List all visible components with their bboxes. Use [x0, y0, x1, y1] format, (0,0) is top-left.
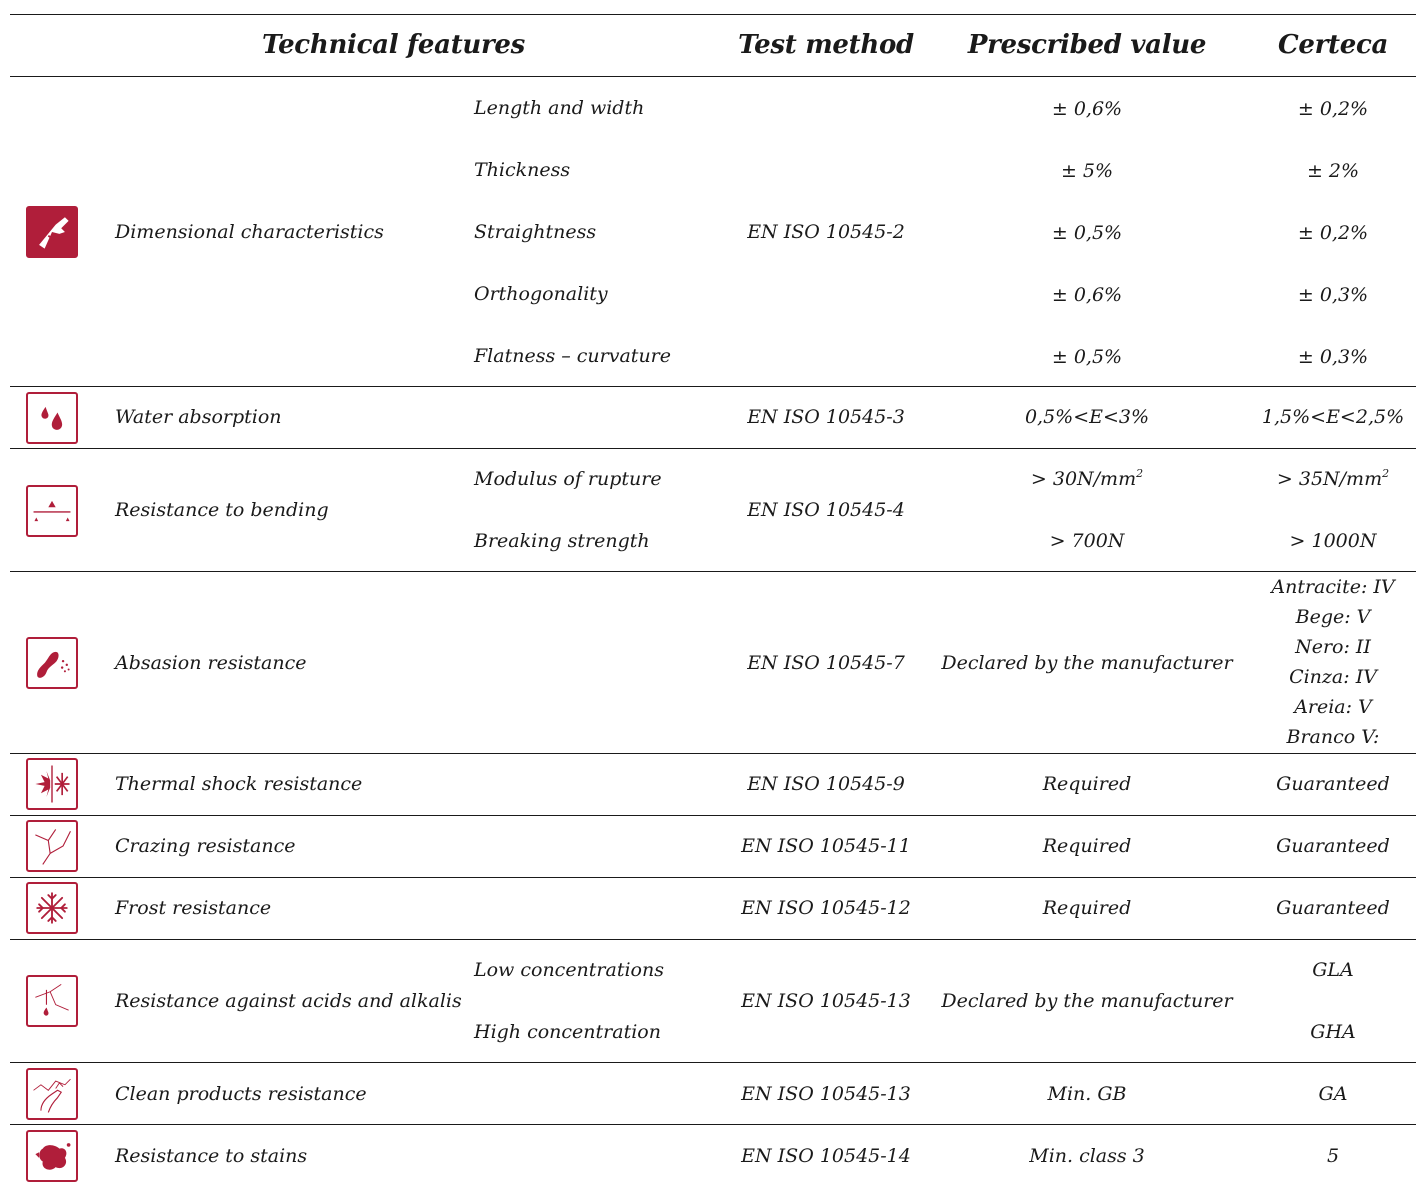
abrasion-class-line: Cinza: IV: [1289, 666, 1377, 688]
method-abrasion: EN ISO 10545-7: [747, 652, 905, 674]
certeca-value: Guaranteed: [1276, 897, 1390, 919]
table-rule: [10, 1062, 1416, 1063]
sub-low-concentrations: Low concentrations: [474, 959, 664, 981]
water-drops-icon: [26, 392, 78, 444]
certeca-value: GLA: [1312, 959, 1354, 981]
feature-acids-alkalis: Resistance against acids and alkalis: [115, 990, 462, 1012]
prescribed-text: > 30N/mm: [1030, 468, 1137, 490]
certeca-value: ± 0,2%: [1297, 222, 1369, 244]
prescribed-value: > 30N/mm2: [940, 467, 1234, 491]
abrasion-class-line: Bege: V: [1295, 606, 1371, 628]
feature-dimensional: Dimensional characteristics: [115, 221, 384, 243]
certeca-value: 5: [1326, 1145, 1340, 1167]
stain-icon: [26, 1130, 78, 1182]
certeca-value: GHA: [1310, 1021, 1356, 1043]
cleaning-product-icon: [26, 1068, 78, 1120]
feature-abrasion: Absasion resistance: [115, 652, 307, 674]
bending-icon: [26, 485, 78, 537]
sub-flatness: Flatness – curvature: [474, 345, 672, 367]
superscript: 2: [1382, 467, 1390, 480]
acid-drop-icon: [26, 975, 78, 1027]
prescribed-value: ± 0,6%: [1051, 98, 1123, 120]
method-clean-products: EN ISO 10545-13: [741, 1083, 911, 1105]
abrasion-class-line: Areia: V: [1294, 696, 1372, 718]
certeca-value: ± 2%: [1306, 160, 1360, 182]
table-rule: [10, 448, 1416, 449]
table-rule: [10, 753, 1416, 754]
method-frost: EN ISO 10545-12: [741, 897, 911, 919]
header-test-method: Test method: [738, 30, 914, 60]
certeca-abrasion-classes: Antracite: IV Bege: V Nero: II Cinza: IV…: [1256, 572, 1410, 752]
prescribed-value: Required: [1042, 897, 1132, 919]
prescribed-value: Required: [1042, 773, 1132, 795]
sub-length-width: Length and width: [474, 97, 645, 119]
sub-breaking-strength: Breaking strength: [474, 530, 650, 552]
abrasion-class-line: Antracite: IV: [1271, 576, 1395, 598]
table-rule: [10, 877, 1416, 878]
feature-bending: Resistance to bending: [115, 499, 329, 521]
superscript: 2: [1136, 467, 1144, 480]
certeca-value: > 35N/mm2: [1256, 467, 1410, 491]
feature-clean-products: Clean products resistance: [115, 1083, 367, 1105]
feature-water-absorption: Water absorption: [115, 406, 282, 428]
certeca-value: ± 0,3%: [1297, 284, 1369, 306]
prescribed-value: Declared by the manufacturer: [941, 990, 1233, 1012]
table-rule: [10, 14, 1416, 15]
crazing-crack-icon: [26, 820, 78, 872]
sub-orthogonality: Orthogonality: [474, 283, 608, 305]
certeca-value: ± 0,3%: [1297, 346, 1369, 368]
certeca-value: 1,5%<E<2,5%: [1261, 406, 1405, 428]
prescribed-value: ± 0,5%: [1051, 222, 1123, 244]
method-water-absorption: EN ISO 10545-3: [747, 406, 905, 428]
prescribed-value: ± 0,5%: [1051, 346, 1123, 368]
sub-high-concentration: High concentration: [474, 1021, 661, 1043]
header-prescribed-value: Prescribed value: [967, 30, 1207, 60]
feature-thermal-shock: Thermal shock resistance: [115, 773, 363, 795]
table-rule: [10, 386, 1416, 387]
method-stains: EN ISO 10545-14: [741, 1145, 911, 1167]
prescribed-value: Min. class 3: [1029, 1145, 1145, 1167]
table-rule: [10, 939, 1416, 940]
header-certeca: Certeca: [1277, 30, 1389, 60]
certeca-text: > 35N/mm: [1276, 468, 1383, 490]
method-dimensional: EN ISO 10545-2: [747, 221, 905, 243]
certeca-value: Guaranteed: [1276, 835, 1390, 857]
thermal-shock-icon: [26, 758, 78, 810]
table-rule: [10, 76, 1416, 77]
snowflake-icon: [26, 882, 78, 934]
prescribed-value: Min. GB: [1047, 1083, 1127, 1105]
abrasion-class-line: Branco V:: [1286, 726, 1380, 748]
sub-thickness: Thickness: [474, 159, 571, 181]
method-bending: EN ISO 10545-4: [747, 499, 905, 521]
abrasion-class-line: Nero: II: [1295, 636, 1371, 658]
prescribed-value: > 700N: [1049, 530, 1125, 552]
sub-modulus-rupture: Modulus of rupture: [474, 468, 662, 490]
method-crazing: EN ISO 10545-11: [741, 835, 911, 857]
feature-frost: Frost resistance: [115, 897, 272, 919]
table-rule: [10, 1124, 1416, 1125]
prescribed-value: Required: [1042, 835, 1132, 857]
prescribed-value: ± 5%: [1060, 160, 1114, 182]
method-thermal-shock: EN ISO 10545-9: [747, 773, 905, 795]
certeca-value: Guaranteed: [1276, 773, 1390, 795]
sub-straightness: Straightness: [474, 221, 597, 243]
feature-stains: Resistance to stains: [115, 1145, 308, 1167]
prescribed-value: 0,5%<E<3%: [1024, 406, 1150, 428]
method-acids-alkalis: EN ISO 10545-13: [741, 990, 911, 1012]
table-rule: [10, 815, 1416, 816]
feature-crazing: Crazing resistance: [115, 835, 296, 857]
header-technical-features: Technical features: [262, 30, 525, 60]
footprint-abrasion-icon: [26, 637, 78, 689]
certeca-value: > 1000N: [1289, 530, 1377, 552]
certeca-value: GA: [1318, 1083, 1348, 1105]
prescribed-value: Declared by the manufacturer: [941, 652, 1233, 674]
certeca-value: ± 0,2%: [1297, 98, 1369, 120]
caliper-icon: [26, 206, 78, 258]
prescribed-value: ± 0,6%: [1051, 284, 1123, 306]
table-rule: [10, 571, 1416, 572]
